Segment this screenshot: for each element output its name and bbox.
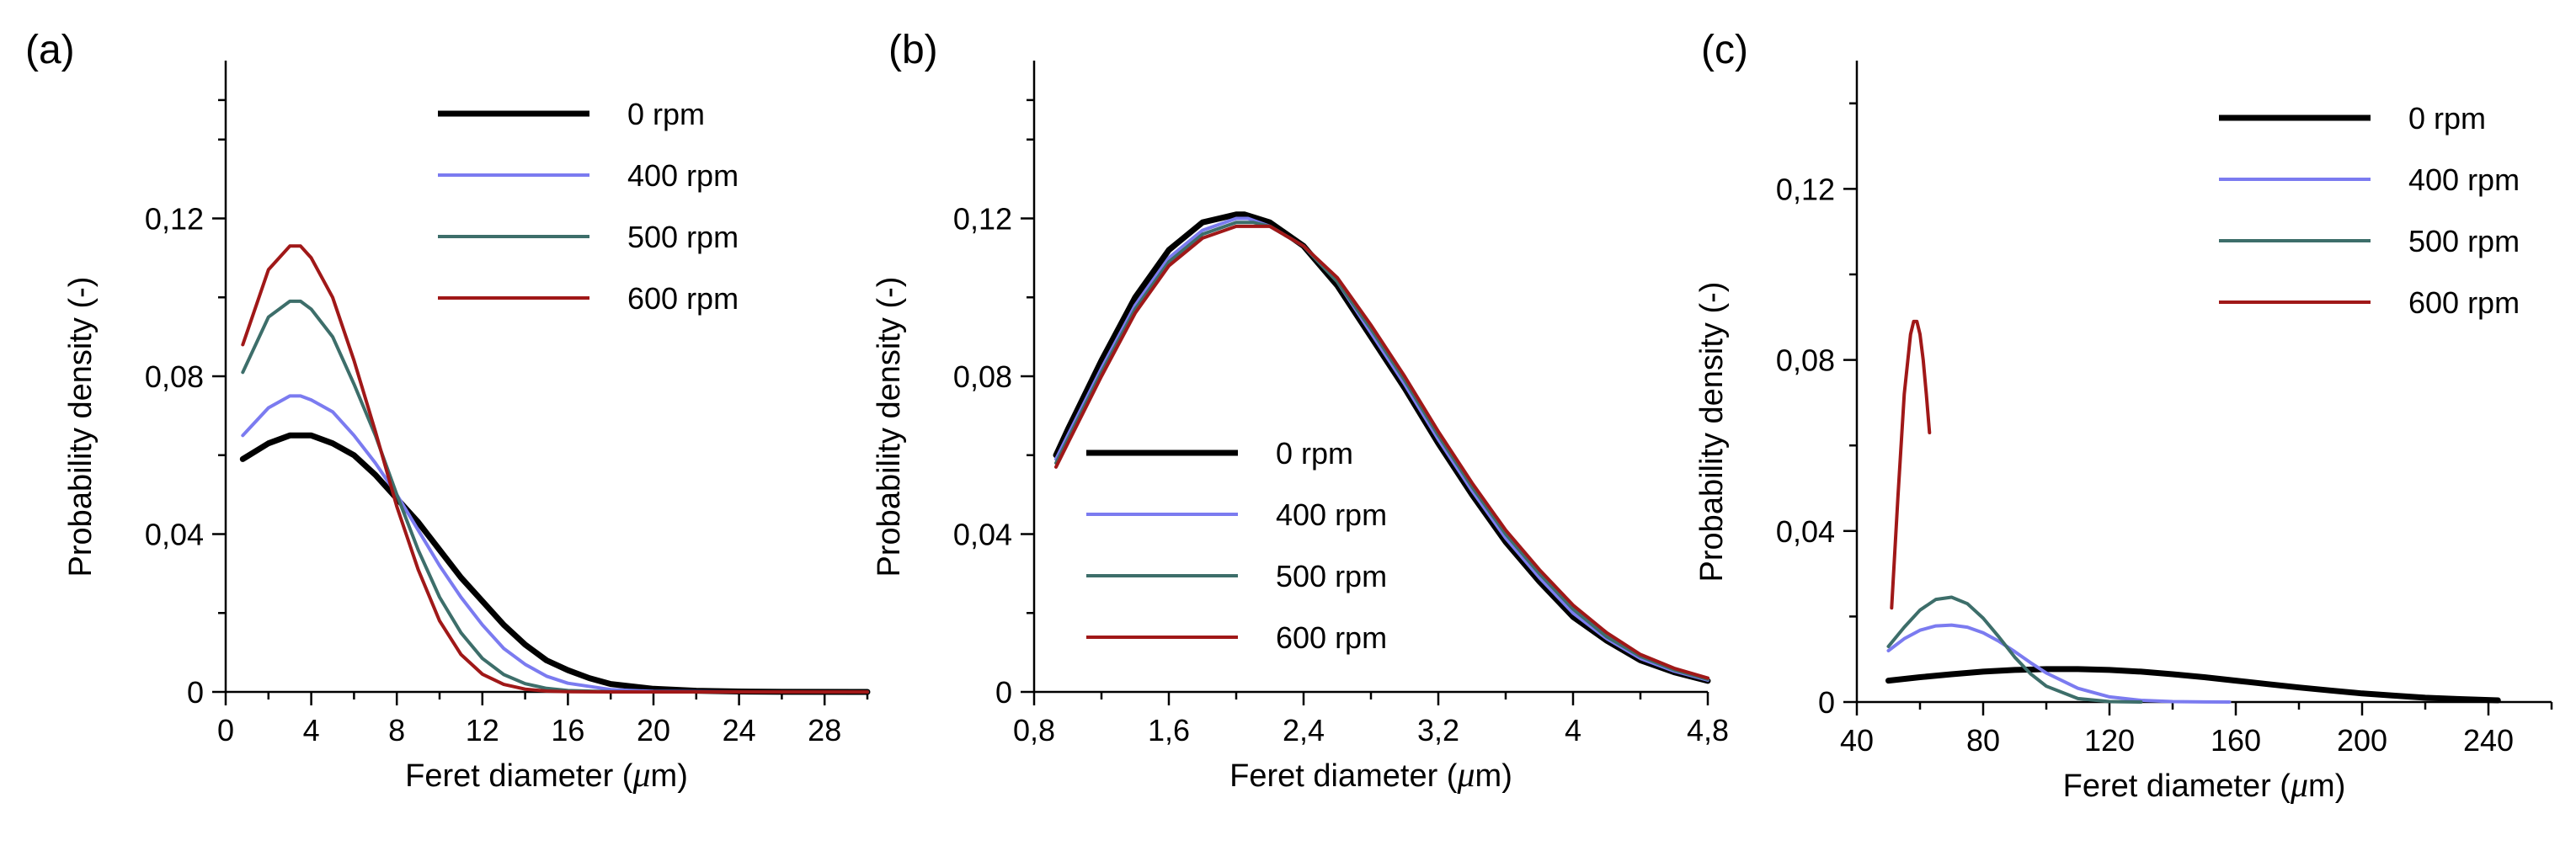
x-axis-label-text: Feret diameter ( [405, 758, 633, 794]
legend-label: 400 rpm [1276, 497, 1387, 532]
y-tick-label: 0,08 [1776, 343, 1835, 378]
x-axis-label: Feret diameter (μm) [405, 756, 688, 795]
x-axis-label: Feret diameter (μm) [1229, 756, 1512, 795]
series-line-600-rpm [1890, 319, 1932, 610]
y-axis-label: Probability density (-) [872, 277, 907, 577]
chart-panel-a: 0 4 8 12 16 20 24 28 0 0,04 0,08 0,12 Feret diameter… [25, 28, 871, 795]
panel-label: (b) [888, 28, 938, 72]
legend-label: 0 rpm [2408, 101, 2486, 136]
x-tick-label: 12 [466, 713, 499, 747]
legend: 0 rpm 400 rpm 500 rpm 600 rpm [438, 97, 739, 316]
x-axis-unit: m) [2308, 769, 2345, 804]
x-tick-label: 4,8 [1687, 713, 1729, 747]
y-tick-label: 0 [187, 675, 204, 710]
legend-label: 500 rpm [1276, 559, 1387, 593]
legend-label: 400 rpm [627, 158, 739, 193]
y-tick-label: 0 [1818, 685, 1835, 720]
x-tick-label: 120 [2084, 723, 2135, 758]
mu-symbol: μ [2290, 766, 2308, 805]
series-line-500-rpm [241, 299, 869, 694]
x-tick-label: 160 [2211, 723, 2261, 758]
x-axis-label: Feret diameter (μm) [2063, 766, 2346, 805]
series-line-0-rpm [1885, 666, 2501, 704]
x-axis-label-text: Feret diameter ( [2063, 769, 2291, 804]
legend-label: 600 rpm [1276, 620, 1387, 655]
x-tick-label: 8 [388, 713, 405, 747]
x-tick-label: 4 [1565, 713, 1581, 747]
x-tick-label: 40 [1840, 723, 1874, 758]
chart-panel-c: 40 80 120 160 200 240 0 0,04 0,08 0,12 Feret diame… [1694, 28, 2553, 805]
x-tick-label: 2,4 [1283, 713, 1325, 747]
legend-label: 0 rpm [627, 97, 705, 131]
series-line-0-rpm [1053, 211, 1711, 684]
legend-label: 600 rpm [627, 281, 739, 316]
y-tick-label: 0,04 [953, 518, 1012, 552]
legend-label: 500 rpm [2408, 224, 2520, 258]
y-tick-label: 0,04 [1776, 514, 1835, 549]
panel-label: (c) [1701, 28, 1748, 72]
legend: 0 rpm 400 rpm 500 rpm 600 rpm [2219, 101, 2520, 320]
y-tick-label: 0,12 [1776, 172, 1835, 206]
y-tick-label: 0,12 [145, 202, 204, 237]
x-axis-unit: m) [1475, 758, 1512, 794]
legend-label: 0 rpm [1276, 436, 1353, 471]
mu-symbol: μ [632, 756, 650, 795]
y-tick-label: 0,08 [145, 359, 204, 394]
x-tick-label: 28 [808, 713, 841, 747]
y-axis-label: Probability density (-) [63, 277, 99, 577]
chart-panel-b: 0,8 1,6 2,4 3,2 4 4,8 0 0,04 0,08 0,12 Feret diame… [872, 28, 1729, 795]
y-axis-label: Probability density (-) [1694, 282, 1730, 582]
x-tick-label: 240 [2463, 723, 2514, 758]
x-tick-label: 80 [1966, 723, 2000, 758]
series-line-600-rpm [241, 244, 869, 694]
panel-label: (a) [25, 28, 75, 72]
series-line-0-rpm [239, 432, 871, 695]
series-line-600-rpm [1054, 224, 1709, 680]
x-axis-label-text: Feret diameter ( [1229, 758, 1458, 794]
legend-label: 500 rpm [627, 220, 739, 254]
legend: 0 rpm 400 rpm 500 rpm 600 rpm [1086, 436, 1387, 655]
x-tick-label: 3,2 [1417, 713, 1459, 747]
legend-label: 400 rpm [2408, 162, 2520, 197]
y-tick-label: 0,12 [953, 202, 1012, 237]
mu-symbol: μ [1456, 756, 1475, 795]
series-line-500-rpm [1886, 595, 2143, 704]
x-tick-label: 0 [217, 713, 234, 747]
y-tick-label: 0,08 [953, 359, 1012, 394]
x-tick-label: 4 [303, 713, 320, 747]
series-line-500-rpm [1054, 221, 1709, 681]
x-axis-unit: m) [651, 758, 688, 794]
series-line-400-rpm [1886, 623, 2232, 704]
series-line-400-rpm [241, 394, 869, 694]
x-tick-label: 0,8 [1013, 713, 1055, 747]
legend-label: 600 rpm [2408, 285, 2520, 320]
x-tick-label: 24 [723, 713, 756, 747]
x-tick-label: 200 [2337, 723, 2387, 758]
x-tick-label: 1,6 [1148, 713, 1190, 747]
y-tick-label: 0 [995, 675, 1012, 710]
x-tick-label: 20 [637, 713, 670, 747]
x-tick-label: 16 [551, 713, 584, 747]
y-tick-label: 0,04 [145, 518, 204, 552]
